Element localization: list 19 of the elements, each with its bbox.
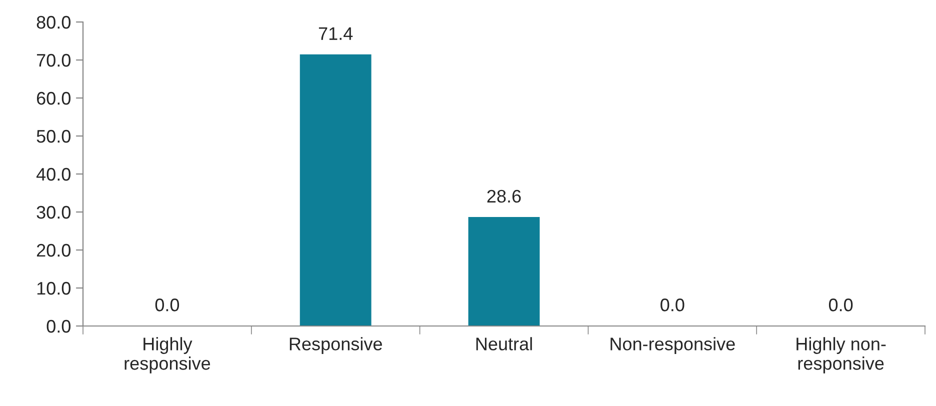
y-tick-label: 20.0 bbox=[36, 244, 70, 257]
data-label: 0.0 bbox=[155, 298, 180, 312]
y-tick-label: 60.0 bbox=[36, 92, 70, 105]
x-tick-label: Responsive bbox=[290, 337, 382, 354]
y-tick-label: 50.0 bbox=[36, 130, 70, 143]
y-tick-label: 80.0 bbox=[36, 16, 70, 29]
y-tick-label: 30.0 bbox=[36, 206, 70, 219]
x-tick-label: Non-responsive bbox=[610, 337, 735, 354]
x-tick-label: Highly responsive bbox=[124, 337, 210, 374]
y-tick-label: 10.0 bbox=[37, 282, 70, 295]
x-tick-label: Highly non- responsive bbox=[796, 337, 886, 374]
data-label: 0.0 bbox=[660, 298, 684, 312]
y-tick-label: 70.0 bbox=[36, 54, 70, 67]
data-label: 71.4 bbox=[318, 27, 353, 40]
x-tick-label: Neutral bbox=[476, 337, 532, 350]
data-label: 28.6 bbox=[487, 190, 521, 203]
data-label: 0.0 bbox=[828, 298, 853, 312]
y-tick-label: 40.0 bbox=[36, 168, 70, 181]
y-tick-label: 0.0 bbox=[46, 320, 70, 333]
